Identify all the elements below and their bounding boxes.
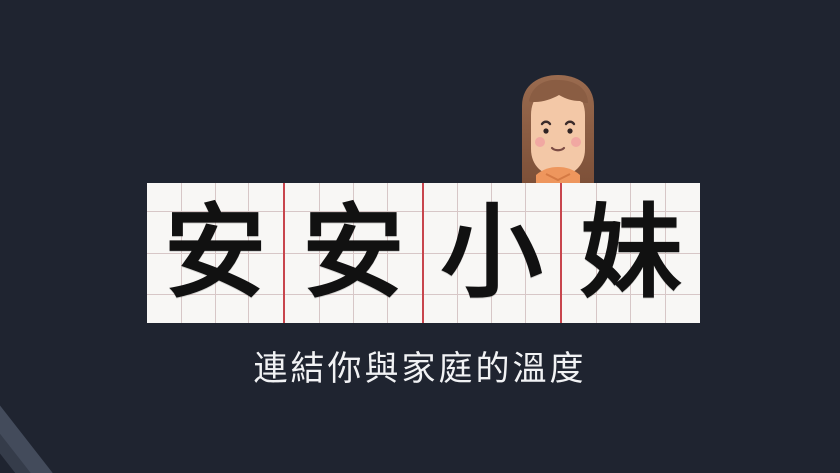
title-character-cell: 安 [285, 183, 424, 323]
title-character: 小 [440, 193, 543, 313]
title-character: 妹 [579, 193, 682, 313]
title-character-cell: 妹 [561, 183, 700, 323]
title-character-cell: 安 [147, 183, 286, 323]
title-character: 安 [302, 193, 405, 313]
title-character: 安 [164, 193, 267, 313]
title-character-cell: 小 [423, 183, 562, 323]
diagonal-stripes-icon [0, 375, 80, 473]
title-banner: 安 安 小 妹 [147, 183, 700, 323]
tagline: 連結你與家庭的溫度 [253, 349, 587, 389]
girl-avatar-icon [522, 75, 594, 190]
